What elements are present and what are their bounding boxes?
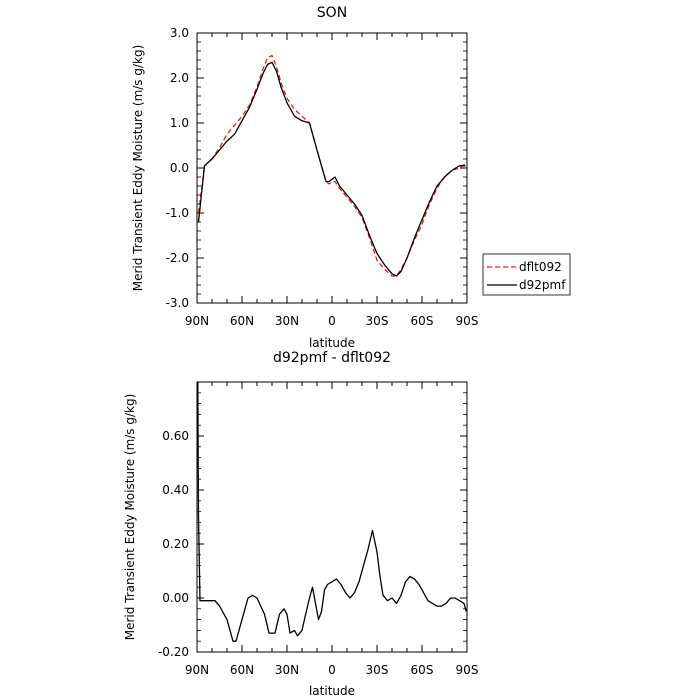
x-tick-label: 90N <box>185 314 209 328</box>
y-tick-label: -0.20 <box>158 645 189 659</box>
y-tick-label: -2.0 <box>166 251 189 265</box>
y-tick-label: 0.40 <box>162 483 189 497</box>
x-tick-label: 60S <box>411 314 434 328</box>
x-axis-title: latitude <box>309 336 355 350</box>
top-chart: SON latitude Merid Transient Eddy Moistu… <box>131 5 478 350</box>
y-axis-title: Merid Transient Eddy Moisture (m/s g/kg) <box>123 394 137 641</box>
series-line-dflt092 <box>197 54 466 277</box>
chart-title: SON <box>317 5 347 21</box>
plot-frame <box>196 32 468 304</box>
x-tick-label: 30N <box>275 663 299 677</box>
legend-label-dflt092: dflt092 <box>519 260 562 274</box>
y-tick-label: 3.0 <box>170 26 189 40</box>
x-tick-label: 0 <box>328 663 336 677</box>
plot-frame <box>196 381 468 653</box>
x-tick-label: 90S <box>456 663 479 677</box>
bottom-chart: d92pmf - dflt092 latitude Merid Transien… <box>123 350 478 698</box>
series-line-difference <box>197 381 467 642</box>
y-tick-label: -1.0 <box>166 206 189 220</box>
x-tick-label: 30S <box>366 663 389 677</box>
series-line-d92pmf <box>197 61 466 277</box>
y-tick-label: -3.0 <box>166 296 189 310</box>
x-tick-label: 60N <box>230 314 254 328</box>
y-axis-title: Merid Transient Eddy Moisture (m/s g/kg) <box>131 45 145 292</box>
chart-title: d92pmf - dflt092 <box>273 350 391 366</box>
y-tick-label: 0.60 <box>162 429 189 443</box>
x-tick-label: 90S <box>456 314 479 328</box>
y-tick-label: 2.0 <box>170 71 189 85</box>
legend-box <box>482 253 571 296</box>
x-tick-label: 90N <box>185 663 209 677</box>
x-tick-label: 0 <box>328 314 336 328</box>
x-tick-label: 60N <box>230 663 254 677</box>
y-tick-label: 0.20 <box>162 537 189 551</box>
legend-label-d92pmf: d92pmf <box>519 278 566 292</box>
y-tick-label: 0.0 <box>170 161 189 175</box>
y-tick-label: 0.00 <box>162 591 189 605</box>
x-axis-title: latitude <box>309 684 355 698</box>
legend: dflt092 d92pmf <box>482 253 571 296</box>
y-tick-label: 1.0 <box>170 116 189 130</box>
x-tick-label: 30S <box>366 314 389 328</box>
x-tick-label: 30N <box>275 314 299 328</box>
x-tick-label: 60S <box>411 663 434 677</box>
